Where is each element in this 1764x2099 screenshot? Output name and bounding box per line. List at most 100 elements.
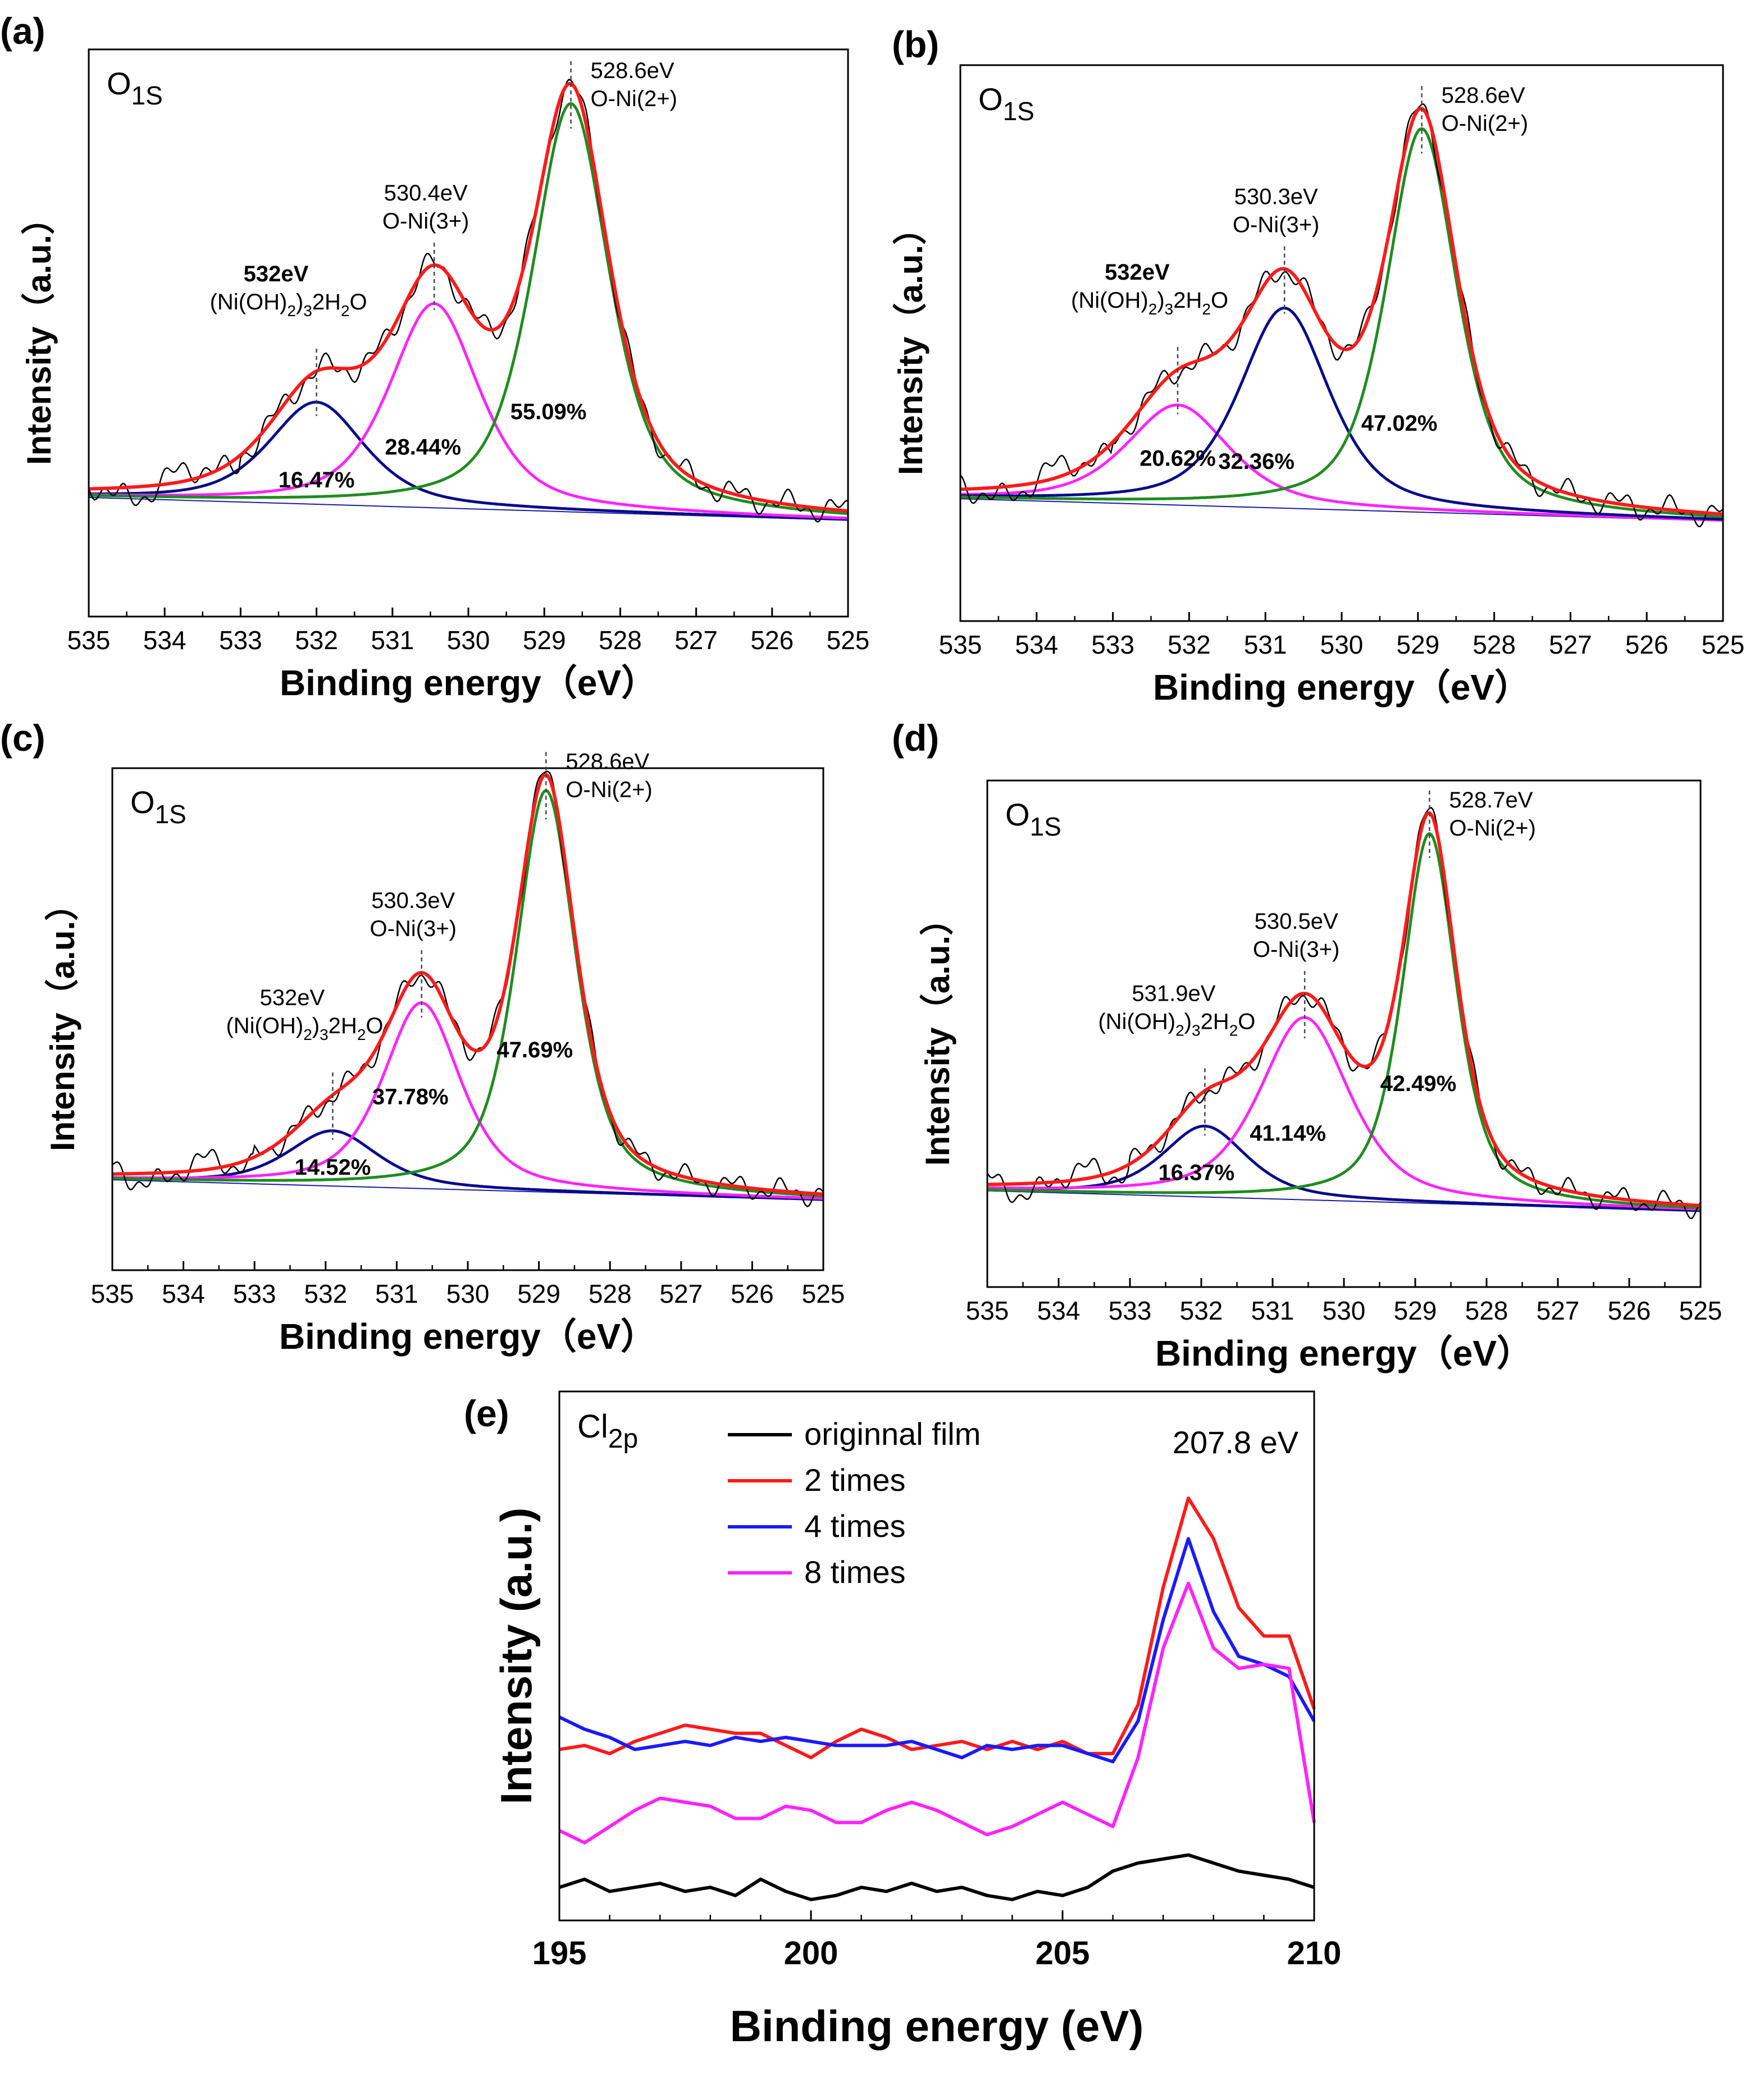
x-tick-label: 535 xyxy=(939,630,982,659)
series-line-2 xyxy=(559,1496,1316,1760)
legend-label-2: 2 times xyxy=(804,1462,906,1498)
peak-energy-label: 530.5eV xyxy=(1255,909,1338,934)
y-axis-label: Intensity（a.u.） xyxy=(20,201,58,465)
element-symbol: O xyxy=(107,66,131,101)
x-tick-label: 526 xyxy=(1608,1296,1651,1325)
species-text: O xyxy=(1238,1009,1255,1034)
element-symbol: O xyxy=(1005,797,1030,832)
species-text: (Ni(OH) xyxy=(226,1014,303,1038)
y-axis-label: Intensity（a.u.） xyxy=(892,211,929,475)
envelope-fit-curve xyxy=(112,773,824,1196)
peak-species-label: (Ni(OH)2)32H2O xyxy=(1098,1009,1255,1039)
x-tick-label: 535 xyxy=(67,626,111,655)
peak-energy-label: 531.9eV xyxy=(1132,981,1215,1006)
component-curve-3 xyxy=(987,832,1701,1210)
x-tick-label: 205 xyxy=(1036,1935,1090,1972)
x-tick-label: 531 xyxy=(1244,630,1287,659)
component-percentage: 55.09% xyxy=(510,400,587,425)
element-subscript: 1S xyxy=(155,800,186,829)
species-text: 2H xyxy=(1173,288,1202,313)
panel-c: 535 534 533 532 531 530 529 528 527 526 525 Binding… xyxy=(0,717,845,1357)
component-percentage: 16.37% xyxy=(1159,1161,1235,1185)
panel-e: 195 200 205 210 Binding energy (eV) Intensity… xyxy=(464,1390,1342,2051)
x-tick-label: 528 xyxy=(599,626,642,655)
species-text: ) xyxy=(312,1014,320,1038)
panel-label: (c) xyxy=(0,717,45,759)
element-subscript: 2p xyxy=(608,1424,638,1454)
species-subscript: 2 xyxy=(1148,300,1157,318)
peak-species-label: (Ni(OH)2)32H2O xyxy=(226,1014,383,1043)
peak-species-label: (Ni(OH)2)32H2O xyxy=(1071,288,1228,318)
y-axis-label: Intensity（a.u.） xyxy=(44,887,81,1151)
x-tick-label: 525 xyxy=(827,626,870,655)
x-tick-label: 532 xyxy=(1180,1296,1223,1325)
element-label: O1S xyxy=(978,81,1034,126)
element-symbol: O xyxy=(130,784,155,820)
x-tick-label: 528 xyxy=(1465,1296,1508,1325)
peak-energy-label: 532eV xyxy=(1105,260,1170,285)
panel-label: (e) xyxy=(464,1393,509,1434)
x-axis-label: Binding energy（eV） xyxy=(1153,667,1530,708)
species-text: 2H xyxy=(1201,1009,1229,1034)
component-curve-3 xyxy=(960,127,1724,518)
species-subscript: 3 xyxy=(1192,1021,1201,1039)
y-axis-label: Intensity（a.u.） xyxy=(919,902,956,1166)
component-percentage: 47.02% xyxy=(1361,411,1438,436)
species-text: 2H xyxy=(329,1014,357,1038)
x-tick-label: 528 xyxy=(589,1279,632,1308)
x-tick-label: 533 xyxy=(1091,630,1134,659)
peak-species-label: O-Ni(2+) xyxy=(1442,111,1528,136)
peak-species-label: O-Ni(3+) xyxy=(370,916,456,941)
component-percentage: 37.78% xyxy=(372,1085,449,1110)
peak-species-label: O-Ni(2+) xyxy=(566,777,652,802)
element-symbol: Cl xyxy=(577,1408,608,1445)
x-tick-label: 527 xyxy=(1549,630,1592,659)
species-text: ) xyxy=(1184,1009,1192,1034)
x-axis-label: Binding energy（eV） xyxy=(1155,1333,1533,1374)
species-text: (Ni(OH) xyxy=(1071,288,1148,313)
x-tick-label: 529 xyxy=(1396,630,1439,659)
species-subscript: 3 xyxy=(1165,300,1174,318)
x-axis-label: Binding energy (eV) xyxy=(730,2001,1144,2051)
x-tick-label: 534 xyxy=(1015,630,1058,659)
species-subscript: 2 xyxy=(357,1026,366,1043)
x-tick-label: 531 xyxy=(375,1279,418,1308)
species-subscript: 2 xyxy=(1202,300,1211,318)
x-tick-label: 526 xyxy=(750,626,794,655)
x-tick-label: 534 xyxy=(143,626,186,655)
component-percentage: 20.62% xyxy=(1139,446,1216,471)
component-percentage: 14.52% xyxy=(295,1155,371,1180)
peak-energy-label: 528.6eV xyxy=(591,58,674,83)
component-percentage: 41.14% xyxy=(1250,1121,1326,1146)
x-tick-label: 531 xyxy=(1251,1296,1294,1325)
peak-energy-annotation: 207.8 eV xyxy=(1173,1425,1299,1460)
element-subscript: 1S xyxy=(1030,812,1061,841)
x-tick-label: 533 xyxy=(1109,1296,1152,1325)
component-curve-2 xyxy=(960,307,1724,521)
component-curve-2 xyxy=(112,1001,824,1200)
plot-frame xyxy=(558,1390,1315,1922)
peak-energy-label: 530.3eV xyxy=(1234,185,1318,209)
species-text: ) xyxy=(1157,288,1164,313)
component-curve-2 xyxy=(89,302,849,520)
species-subscript: 3 xyxy=(320,1026,329,1043)
species-subscript: 2 xyxy=(1175,1021,1184,1039)
species-subscript: 2 xyxy=(1229,1021,1238,1039)
x-tick-label: 527 xyxy=(659,1279,703,1308)
component-curve-1 xyxy=(960,403,1724,522)
peak-species-label: (Ni(OH)2)32H2O xyxy=(210,290,367,320)
element-label: O1S xyxy=(130,784,186,829)
x-tick-label: 527 xyxy=(1537,1296,1580,1325)
x-tick-label: 210 xyxy=(1287,1935,1342,1972)
peak-energy-label: 530.4eV xyxy=(384,181,468,206)
species-text: 2H xyxy=(312,290,341,314)
component-percentage: 28.44% xyxy=(385,435,461,459)
component-curve-1 xyxy=(112,1129,824,1201)
peak-energy-label: 532eV xyxy=(259,985,325,1010)
y-axis-label: Intensity (a.u.) xyxy=(491,1508,541,1805)
panel-b: 535 534 533 532 531 530 529 528 527 526 525 Binding… xyxy=(892,24,1744,708)
x-tick-label: 534 xyxy=(162,1279,205,1308)
series-line-4 xyxy=(558,1581,1316,1845)
element-label: O1S xyxy=(107,66,163,110)
